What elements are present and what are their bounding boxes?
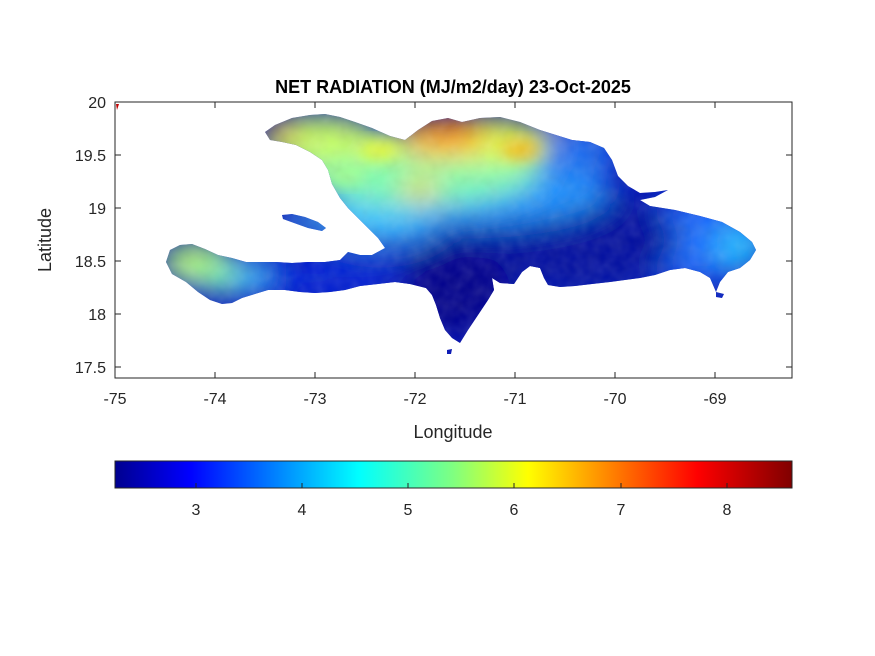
colorbar-tick-labels: 3 4 5 6 7 8 xyxy=(192,502,732,519)
y-tick-labels: 20 19.5 19 18.5 18 17.5 xyxy=(75,95,106,377)
colorbar xyxy=(114,460,793,489)
colorbar-tick-label: 8 xyxy=(723,502,732,519)
x-tick-label: -71 xyxy=(503,391,526,408)
x-tick-labels: -75 -74 -73 -72 -71 -70 -69 xyxy=(103,391,726,408)
y-tick-label: 19 xyxy=(88,201,106,218)
x-axis xyxy=(114,102,716,378)
x-tick-label: -73 xyxy=(303,391,326,408)
y-tick-label: 19.5 xyxy=(75,148,106,165)
colorbar-tick-label: 7 xyxy=(617,502,626,519)
x-tick-label: -75 xyxy=(103,391,126,408)
y-tick-label: 17.5 xyxy=(75,360,106,377)
x-tick-label: -70 xyxy=(603,391,626,408)
colorbar-tick-label: 3 xyxy=(192,502,201,519)
corner-artifact xyxy=(116,104,119,110)
colorbar-tick-label: 6 xyxy=(510,502,519,519)
x-tick-label: -72 xyxy=(403,391,426,408)
y-tick-label: 18.5 xyxy=(75,254,106,271)
y-tick-label: 18 xyxy=(88,307,106,324)
x-tick-label: -74 xyxy=(203,391,226,408)
y-tick-label: 20 xyxy=(88,95,106,112)
x-axis-label: Longitude xyxy=(413,422,492,442)
colorbar-ticks xyxy=(195,483,728,488)
y-axis-label: Latitude xyxy=(35,208,55,272)
colorbar-tick-label: 4 xyxy=(298,502,307,519)
chart-title: NET RADIATION (MJ/m2/day) 23-Oct-2025 xyxy=(275,77,631,97)
x-tick-label: -69 xyxy=(703,391,726,408)
colorbar-tick-label: 5 xyxy=(404,502,413,519)
y-axis xyxy=(115,101,792,368)
